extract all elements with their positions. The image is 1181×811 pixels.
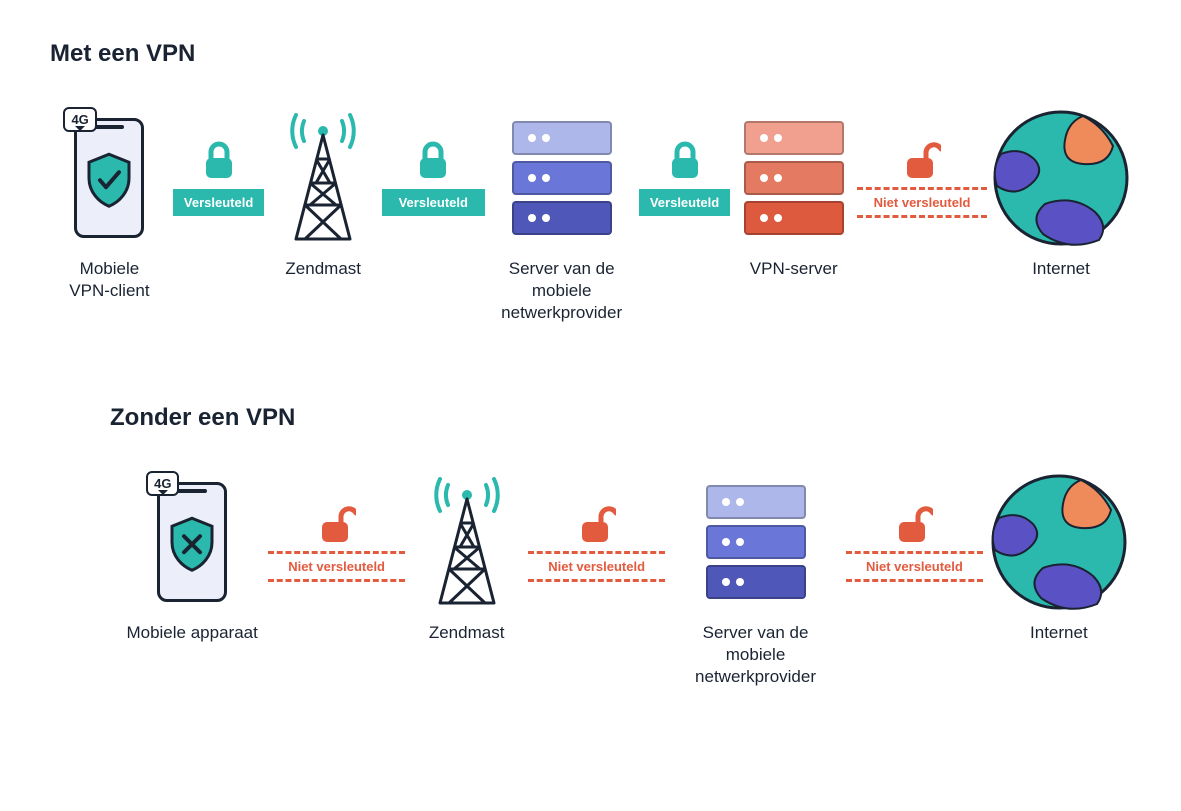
node-label: Zendmast: [285, 258, 361, 280]
node-label: Zendmast: [429, 622, 505, 644]
badge-4g-icon: 4G: [63, 107, 96, 132]
server-stack-icon: [706, 485, 806, 599]
lock-closed-icon: [202, 141, 236, 181]
node-label: Mobiele apparaat: [126, 622, 257, 644]
section-without-vpn: Zonder een VPN 4G Mobiele apparaat: [50, 404, 1131, 688]
shield-cross-icon: [168, 517, 216, 573]
lock-open-icon: [903, 141, 941, 181]
cell-tower-icon: [422, 477, 512, 607]
lock-closed-icon: [416, 141, 450, 181]
connector-label: Versleuteld: [639, 195, 730, 210]
row-without-vpn: 4G Mobiele apparaat Niet versleuteld: [50, 472, 1131, 688]
server-stack-icon: [744, 121, 844, 235]
connector-encrypted: Versleuteld: [378, 108, 488, 248]
globe-icon: [991, 108, 1131, 248]
node-tower-novpn: Zendmast: [409, 472, 524, 644]
connector-encrypted: Versleuteld: [635, 108, 734, 248]
server-stack-icon: [512, 121, 612, 235]
node-label: VPN-server: [750, 258, 838, 280]
connector-encrypted: Versleuteld: [169, 108, 268, 248]
connector-label: Niet versleuteld: [268, 559, 405, 574]
section-with-vpn: Met een VPN 4G Mobiele VPN-client: [50, 40, 1131, 324]
node-label: Internet: [1032, 258, 1090, 280]
connector-label: Versleuteld: [382, 195, 484, 210]
node-label: Mobiele VPN-client: [69, 258, 149, 302]
phone-icon: 4G: [157, 482, 227, 602]
section-title-without-vpn: Zonder een VPN: [110, 404, 1131, 432]
shield-check-icon: [85, 152, 133, 208]
lock-closed-icon: [668, 141, 702, 181]
node-vpn-server: VPN-server: [734, 108, 853, 280]
connector-label: Versleuteld: [173, 195, 264, 210]
connector-unencrypted: Niet versleuteld: [853, 108, 991, 248]
node-internet-vpn: Internet: [991, 108, 1131, 280]
node-label: Internet: [1030, 622, 1088, 644]
row-with-vpn: 4G Mobiele VPN-client Versleuteld: [50, 108, 1131, 324]
node-server-provider-vpn: Server van de mobiele netwerkprovider: [489, 108, 635, 324]
connector-label: Niet versleuteld: [528, 559, 665, 574]
connector-unencrypted: Niet versleuteld: [264, 472, 409, 612]
connector-unencrypted: Niet versleuteld: [524, 472, 669, 612]
lock-open-icon: [318, 505, 356, 545]
node-phone-novpn: 4G Mobiele apparaat: [120, 472, 264, 644]
connector-unencrypted: Niet versleuteld: [842, 472, 987, 612]
lock-open-icon: [895, 505, 933, 545]
node-server-provider-novpn: Server van de mobiele netwerkprovider: [669, 472, 842, 688]
node-internet-novpn: Internet: [987, 472, 1131, 644]
badge-4g-icon: 4G: [146, 471, 179, 496]
node-phone-vpn: 4G Mobiele VPN-client: [50, 108, 169, 302]
node-label: Server van de mobiele netwerkprovider: [489, 258, 635, 324]
phone-icon: 4G: [74, 118, 144, 238]
connector-label: Niet versleuteld: [857, 195, 987, 210]
lock-open-icon: [578, 505, 616, 545]
node-tower-vpn: Zendmast: [268, 108, 378, 280]
node-label: Server van de mobiele netwerkprovider: [669, 622, 842, 688]
connector-label: Niet versleuteld: [846, 559, 983, 574]
section-title-with-vpn: Met een VPN: [50, 40, 1131, 68]
cell-tower-icon: [278, 113, 368, 243]
globe-icon: [989, 472, 1129, 612]
